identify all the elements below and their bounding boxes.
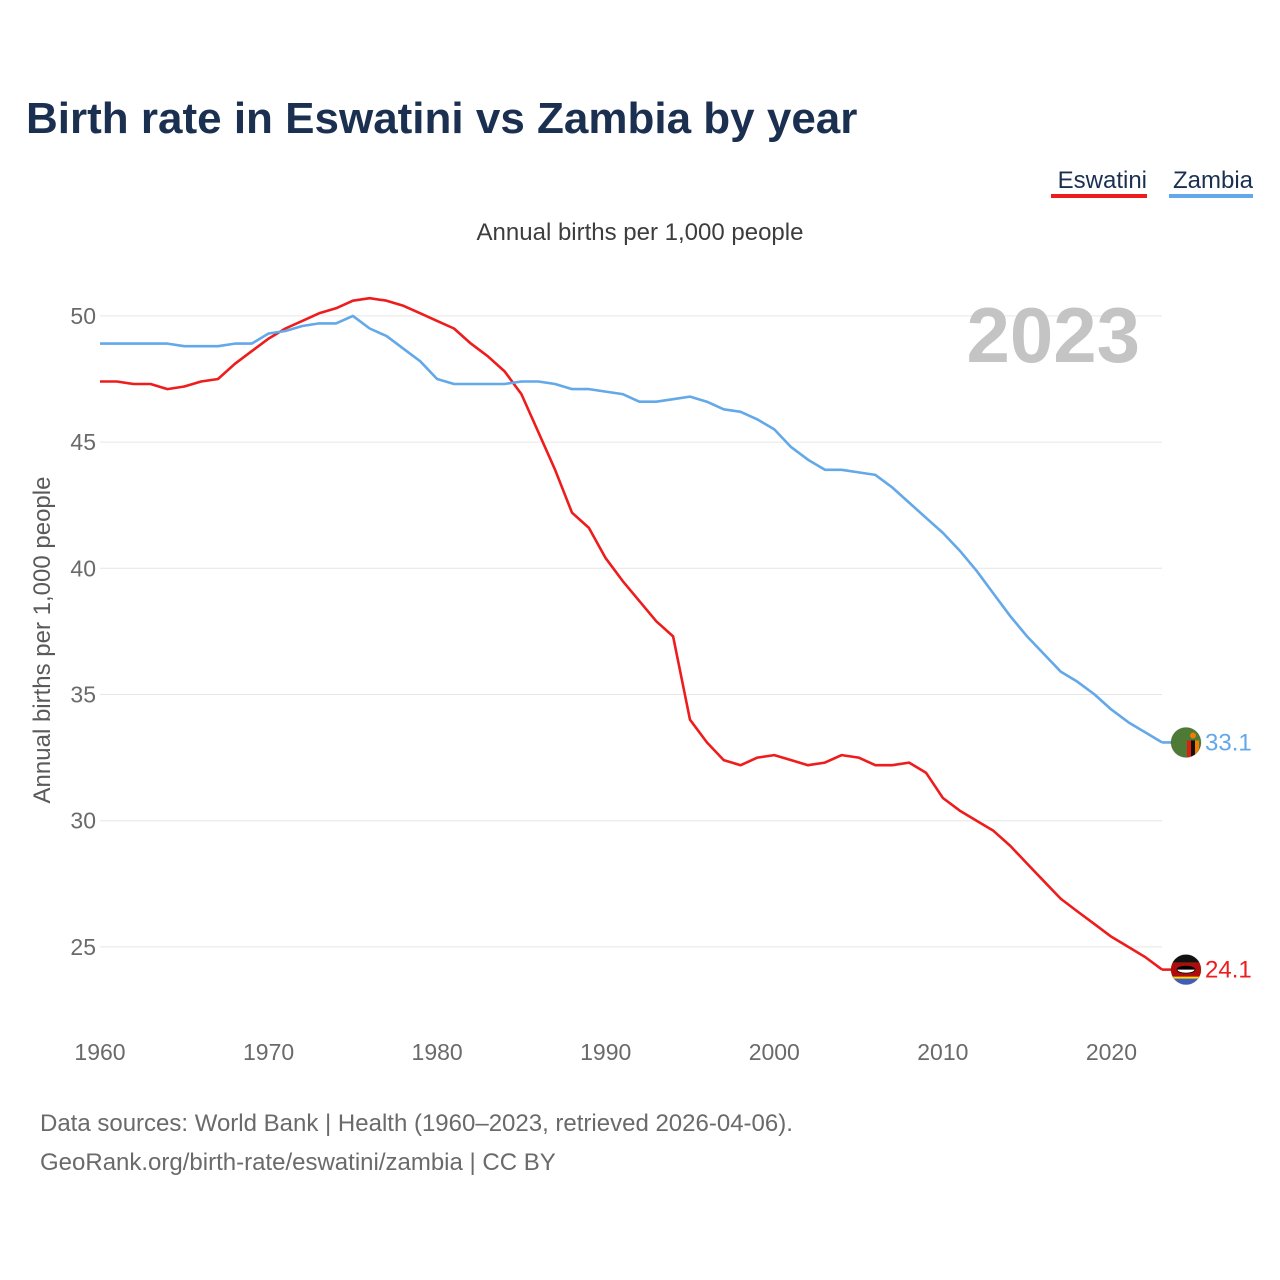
legend: Eswatini Zambia [1051, 167, 1254, 198]
line-zambia[interactable] [100, 314, 1163, 744]
source-line-1: Data sources: World Bank | Health (1960–… [40, 1110, 793, 1137]
x-tick-1970: 1970 [243, 1039, 294, 1065]
y-tick-35: 35 [70, 681, 96, 707]
end-label-eswatini: 24.1 [1205, 957, 1252, 984]
legend-item-eswatini[interactable]: Eswatini [1051, 167, 1147, 198]
y-tick-30: 30 [70, 808, 96, 834]
eswatini-flag-icon [1171, 954, 1201, 985]
source-line-2: GeoRank.org/birth-rate/eswatini/zambia |… [40, 1149, 556, 1176]
y-tick-labels: 25 30 35 40 45 50 [70, 303, 96, 960]
x-tick-1980: 1980 [412, 1039, 463, 1065]
x-tick-2000: 2000 [749, 1039, 800, 1065]
x-tick-labels: 1960 1970 1980 1990 2000 2010 2020 [74, 1039, 1137, 1065]
y-tick-40: 40 [70, 555, 96, 581]
y-axis-label: Annual births per 1,000 people [29, 477, 56, 804]
legend-label-zambia: Zambia [1173, 167, 1254, 194]
zambia-flag-icon [1171, 727, 1201, 758]
chart-subtitle: Annual births per 1,000 people [477, 219, 804, 246]
highlight-year: 2023 [966, 291, 1140, 379]
y-tick-25: 25 [70, 934, 96, 960]
end-label-zambia: 33.1 [1205, 729, 1252, 756]
y-tick-45: 45 [70, 429, 96, 455]
y-tick-50: 50 [70, 303, 96, 329]
series-lines [100, 296, 1163, 971]
chart-title: Birth rate in Eswatini vs Zambia by year [26, 94, 857, 143]
x-tick-2010: 2010 [917, 1039, 968, 1065]
gridlines [100, 315, 1162, 948]
end-markers: 24.1 33.1 [1162, 726, 1252, 986]
legend-item-zambia[interactable]: Zambia [1169, 167, 1254, 198]
x-tick-2020: 2020 [1086, 1039, 1137, 1065]
x-tick-1990: 1990 [580, 1039, 631, 1065]
x-tick-1960: 1960 [74, 1039, 125, 1065]
legend-label-eswatini: Eswatini [1058, 167, 1147, 194]
